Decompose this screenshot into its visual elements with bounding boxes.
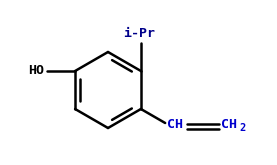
Text: i-Pr: i-Pr xyxy=(123,27,155,40)
Text: CH: CH xyxy=(221,118,237,132)
Text: HO: HO xyxy=(28,65,44,78)
Text: 2: 2 xyxy=(239,123,245,133)
Text: CH: CH xyxy=(167,118,183,132)
